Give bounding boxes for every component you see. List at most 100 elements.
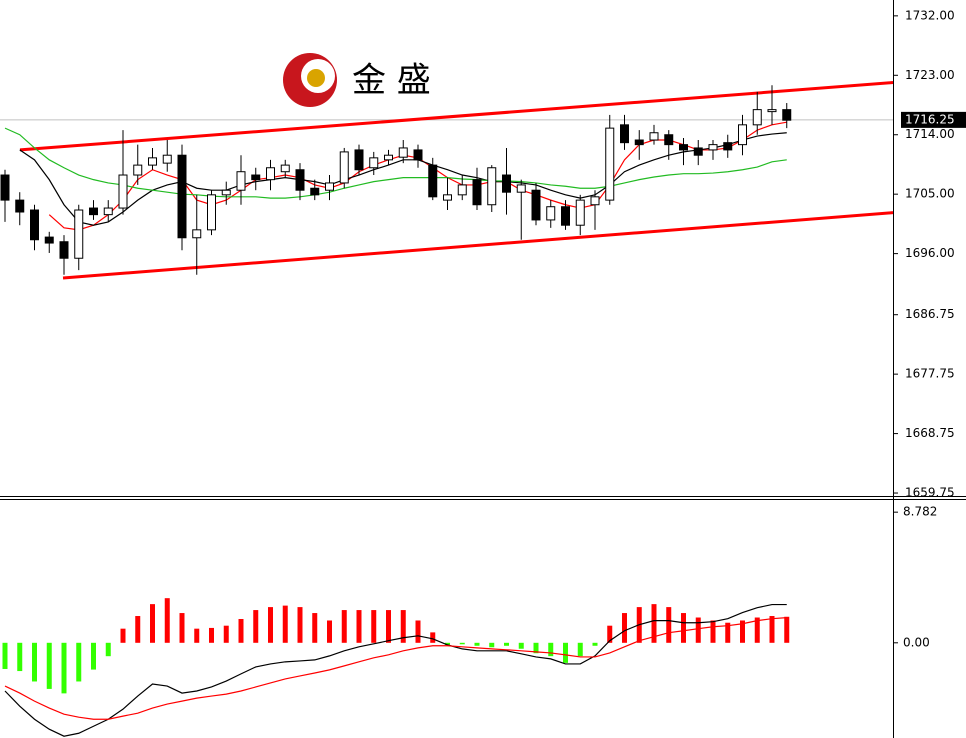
histogram-bar — [533, 642, 539, 654]
y-tick-label: 1723.00 — [905, 68, 955, 82]
y-tick-label: 1677.75 — [905, 367, 955, 381]
y-tick-label: 1732.00 — [905, 8, 955, 22]
histogram-bar — [105, 642, 111, 657]
candle-body — [339, 151, 349, 184]
candle-body — [30, 209, 39, 241]
histogram-bar — [209, 627, 214, 643]
histogram-bar — [371, 610, 377, 643]
histogram-bar — [135, 616, 141, 643]
candle-body — [767, 109, 777, 113]
candle-body — [664, 134, 674, 146]
candle-body — [0, 174, 10, 201]
candle-body — [44, 236, 54, 244]
candle-body — [280, 164, 290, 173]
histogram-bar — [356, 610, 362, 643]
candle-body — [133, 164, 143, 176]
candle-body — [310, 187, 320, 196]
histogram-bar — [784, 616, 790, 643]
price-panel — [0, 81, 893, 280]
candle-body — [369, 157, 379, 169]
last-price-box — [901, 111, 966, 128]
candle-body — [236, 171, 246, 191]
histogram-bar — [592, 642, 598, 646]
candle-body — [575, 199, 585, 226]
histogram-bar — [253, 610, 259, 643]
histogram-bar — [400, 610, 406, 643]
candle-body — [531, 189, 541, 221]
logo: 金 盛 — [283, 53, 431, 107]
candle-body — [192, 229, 202, 239]
y-tick-label: 0.00 — [903, 635, 930, 649]
histogram-bar — [120, 628, 126, 643]
candle-body — [413, 149, 423, 161]
histogram-bar — [312, 613, 318, 643]
histogram-bar — [504, 642, 509, 646]
histogram-bar — [282, 605, 288, 643]
channel-lower — [62, 211, 893, 280]
y-tick-label: 8.782 — [903, 505, 937, 519]
candle-body — [443, 194, 452, 201]
candle-body — [251, 174, 261, 181]
histogram-bar — [194, 628, 200, 643]
histogram-bar — [91, 642, 96, 670]
y-tick-label: 1659.75 — [905, 486, 955, 500]
histogram-bar — [518, 642, 524, 649]
candle-body — [620, 124, 629, 144]
candle-body — [221, 189, 231, 196]
histogram-bar — [725, 622, 731, 643]
histogram-bar — [710, 620, 716, 643]
candle-body — [561, 206, 570, 226]
candle-body — [177, 154, 187, 239]
logo-text: 金 盛 — [352, 61, 431, 101]
candle-body — [428, 164, 438, 198]
histogram-bar — [754, 617, 760, 643]
histogram-bar — [681, 613, 686, 643]
y-tick-label: 1668.75 — [905, 426, 955, 440]
candle-body — [679, 144, 688, 151]
histogram-bar — [474, 642, 480, 646]
y-tick-label: 1686.75 — [905, 307, 955, 321]
logo-icon-dot — [307, 69, 325, 87]
histogram-bar — [46, 642, 52, 689]
candle-body — [590, 196, 600, 206]
histogram-bar — [769, 616, 775, 643]
histogram-bar — [297, 607, 303, 643]
macd-panel — [2, 598, 790, 737]
candle-body — [354, 149, 364, 171]
candle-body — [207, 194, 216, 231]
histogram-bar — [32, 642, 37, 682]
histogram-bar — [164, 598, 170, 643]
candle-body — [634, 139, 644, 146]
candle-body — [59, 241, 69, 259]
histogram-bar — [268, 607, 273, 643]
last-price-label: 1716.25 — [905, 112, 955, 126]
histogram-bar — [607, 625, 613, 643]
candle-body — [472, 179, 482, 206]
candle-body — [162, 154, 172, 164]
histogram-bar — [179, 613, 185, 643]
candle-body — [325, 182, 334, 191]
histogram-bar — [2, 642, 8, 669]
histogram-bar — [666, 607, 672, 643]
histogram-bar — [341, 610, 347, 643]
histogram-bar — [150, 604, 155, 643]
y-tick-label: 1714.00 — [905, 127, 955, 141]
candle-body — [15, 199, 25, 213]
histogram-bar — [489, 642, 495, 648]
candle-body — [649, 132, 659, 141]
histogram-bar — [548, 642, 554, 657]
candle-body — [738, 124, 747, 146]
candle-body — [516, 184, 526, 193]
histogram-bar — [61, 642, 67, 694]
histogram-bar — [17, 642, 23, 672]
candle-body — [103, 207, 113, 216]
candle-body — [295, 169, 305, 191]
histogram-bar — [651, 604, 657, 643]
y-tick-label: 1705.00 — [905, 187, 955, 201]
candle-body — [148, 157, 157, 166]
histogram-bar — [415, 620, 421, 643]
candle-body — [708, 144, 718, 151]
candle-body — [487, 167, 497, 206]
candle-body — [782, 109, 792, 121]
